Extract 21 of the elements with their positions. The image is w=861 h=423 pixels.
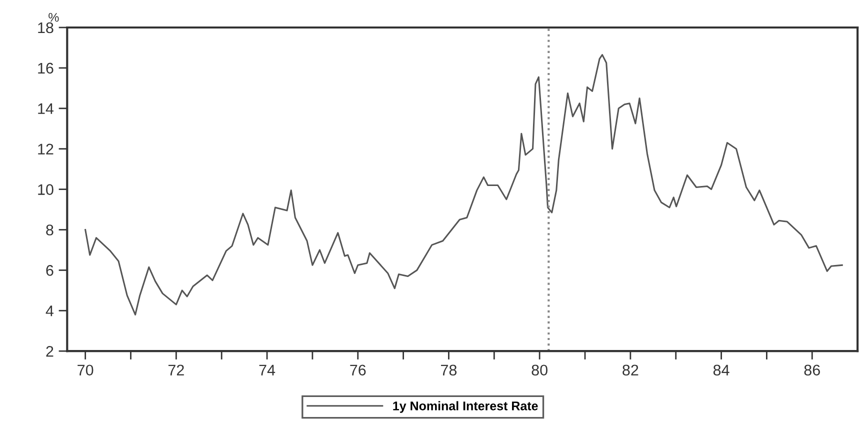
y-tick-label: 14 — [38, 103, 54, 114]
y-tick-label: 8 — [46, 224, 54, 236]
y-tick-label: 18 — [38, 22, 54, 34]
y-tick-label: 10 — [38, 184, 54, 195]
x-tick-label: 76 — [350, 364, 366, 376]
y-tick-label: 2 — [46, 346, 54, 357]
x-tick-label: 86 — [804, 364, 820, 376]
text: 1y Nominal Interest Rate — [393, 401, 538, 413]
x-tick-label: 74 — [259, 364, 276, 376]
y-tick-label: 6 — [46, 265, 54, 276]
y-tick-label: 12 — [38, 144, 54, 154]
y-tick-label: 4 — [46, 306, 54, 316]
x-tick-label: 78 — [441, 364, 457, 376]
x-tick-label: 84 — [713, 364, 730, 376]
y-axis-title: % — [48, 12, 59, 22]
line-series — [84, 54, 843, 316]
x-tick-label: 82 — [622, 364, 638, 376]
x-tick-label: 72 — [168, 364, 184, 376]
x-tick-label: 80 — [532, 364, 548, 376]
y-tick-label: 16 — [38, 62, 54, 74]
x-tick-label: 70 — [78, 364, 94, 376]
